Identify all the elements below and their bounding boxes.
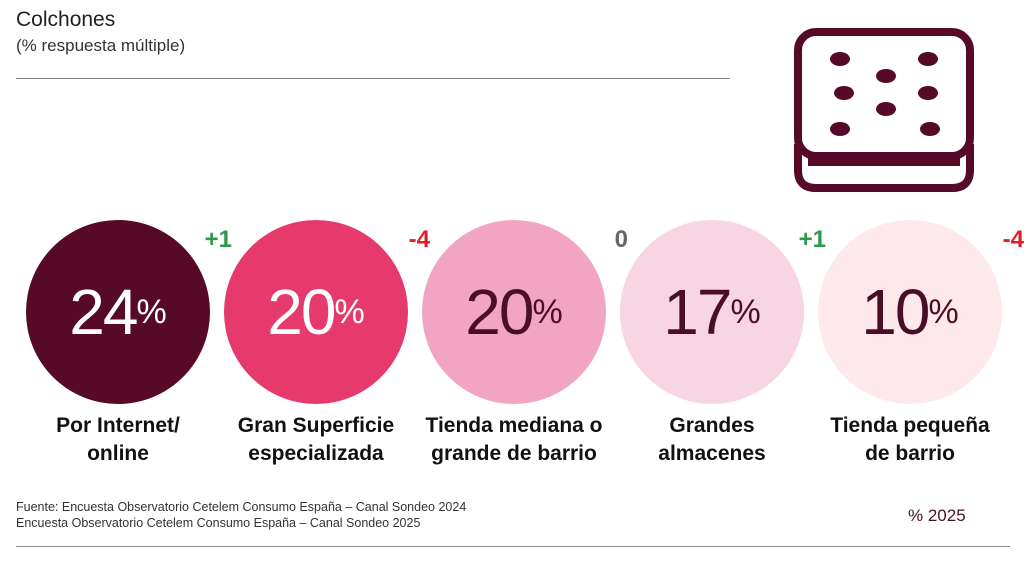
category-label: Por Internet/ online xyxy=(56,414,180,465)
chart-title: Colchones xyxy=(16,8,116,31)
category-label: Gran Superficie especializada xyxy=(237,414,395,465)
percent-sign: % xyxy=(136,292,167,331)
mattress-icon xyxy=(794,28,974,192)
change-label: -4 xyxy=(1002,226,1024,253)
percent-sign: % xyxy=(532,292,563,331)
value-bubble: 10% xyxy=(818,220,1002,404)
legend-label: % 2025 xyxy=(908,506,966,525)
chart-subtitle: (% respuesta múltiple) xyxy=(16,36,186,55)
value-bubble: 24% xyxy=(26,220,210,404)
chart-item: 20% -4 Gran Superficie especializada xyxy=(216,200,430,490)
chart-item: 24% +1 Por Internet/ online xyxy=(18,200,232,490)
value-bubble: 20% xyxy=(422,220,606,404)
percent-sign: % xyxy=(334,292,365,331)
source-line-2: Encuesta Observatorio Cetelem Consumo Es… xyxy=(16,516,421,530)
percent-sign: % xyxy=(928,292,959,331)
value-bubble: 17% xyxy=(620,220,804,404)
bubble-chart: 24% +1 Por Internet/ online 20% -4 Gran Super… xyxy=(0,200,1024,490)
change-label: +1 xyxy=(204,226,232,253)
value-label: 24 xyxy=(69,276,138,348)
category-label: Grandes almacenes xyxy=(658,414,766,465)
change-label: +1 xyxy=(798,226,826,253)
percent-sign: % xyxy=(730,292,761,331)
chart-item: 17% +1 Grandes almacenes xyxy=(612,200,826,490)
value-label: 10 xyxy=(861,276,930,348)
source-line-1: Fuente: Encuesta Observatorio Cetelem Co… xyxy=(16,500,467,514)
chart-item: 20% 0 Tienda mediana o grande de barrio xyxy=(414,200,628,490)
category-label: Tienda mediana o grande de barrio xyxy=(425,414,603,465)
value-label: 20 xyxy=(267,276,336,348)
source-note: Fuente: Encuesta Observatorio Cetelem Co… xyxy=(16,499,466,531)
chart-item: 10% -4 Tienda pequeña de barrio xyxy=(810,200,1024,490)
header-divider xyxy=(16,78,730,79)
change-label: 0 xyxy=(614,226,628,253)
value-label: 20 xyxy=(465,276,534,348)
category-label: Tienda pequeña de barrio xyxy=(830,414,990,465)
change-label: -4 xyxy=(408,226,430,253)
footer-divider xyxy=(16,546,1010,547)
value-label: 17 xyxy=(663,276,732,348)
value-bubble: 20% xyxy=(224,220,408,404)
